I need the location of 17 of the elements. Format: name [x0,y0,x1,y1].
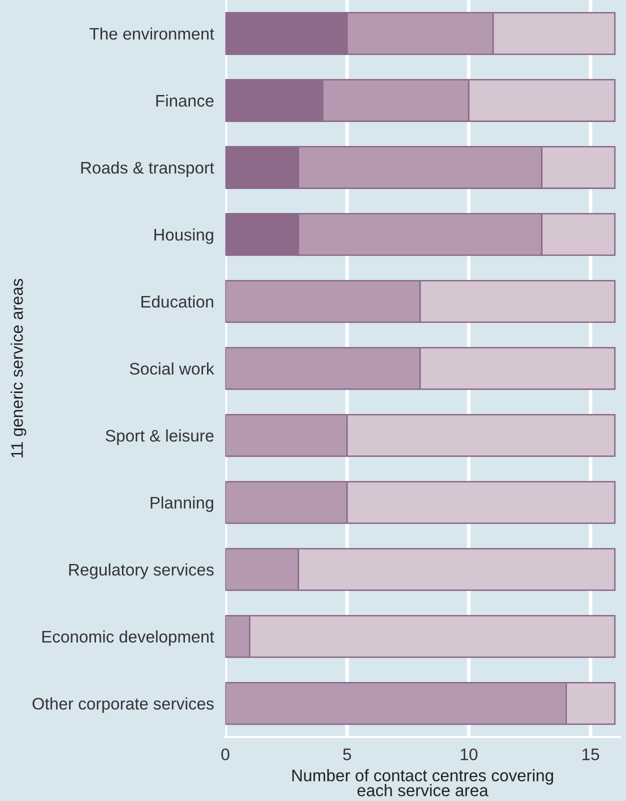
y-tick-label: Sport & leisure [106,429,214,445]
y-tick-label: Other corporate services [32,697,214,713]
x-tick-label: 0 [221,748,230,760]
y-tick-label: Planning [150,496,214,512]
y-tick-label: Roads & transport [81,161,214,177]
y-tick-label: Education [141,295,214,308]
y-tick-label: The environment [90,27,214,40]
x-tick-label: 15 [582,748,600,760]
x-axis-title: Number of contact centres covering each service area [292,769,554,796]
x-tick-label: 5 [343,748,352,760]
y-tick-label: Housing [154,228,214,244]
y-tick-label: Economic development [42,630,214,646]
x-tick-label: 10 [460,748,478,760]
y-tick-label: Finance [156,94,214,107]
y-tick-label: Regulatory services [69,563,214,579]
y-tick-label: Social work [130,362,214,375]
y-axis-title: 11 generic service areas [10,278,26,458]
